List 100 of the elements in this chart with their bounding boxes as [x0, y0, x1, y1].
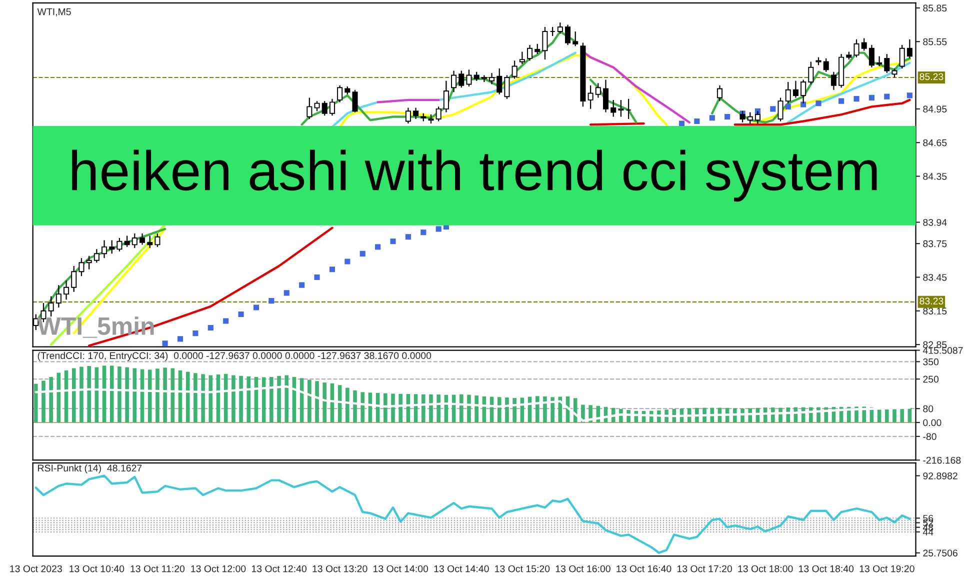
- x-tick-label: 13 Oct 17:20: [677, 565, 732, 572]
- candlestick: [557, 22, 563, 34]
- x-tick-label: 13 Oct 18:00: [738, 565, 793, 572]
- y-tick-label: 85.85: [923, 4, 947, 12]
- candlestick: [876, 56, 882, 67]
- y-tick-label: 84.95: [923, 106, 947, 113]
- point: [724, 114, 730, 120]
- candlestick: [716, 84, 722, 102]
- point: [177, 336, 184, 342]
- text: heiken ashi with trend cci system: [72, 150, 877, 202]
- candlestick: [78, 258, 84, 277]
- x-tick-label: 13 Oct 14:40: [434, 565, 489, 572]
- candlestick: [86, 255, 92, 270]
- candlestick: [823, 58, 829, 72]
- bar: [34, 384, 38, 423]
- candlestick: [139, 232, 146, 246]
- x-tick-label: 13 Oct 2023: [10, 565, 62, 572]
- chart-title: (TrendCCI: 170, EntryCCI: 34) 0.0000 -127.9637 0.0000 0.0000 -127.9637 38.1670 0.0000: [38, 352, 432, 361]
- bar: [384, 393, 388, 423]
- y-tick-label: 415.5087: [922, 347, 963, 354]
- bar: [497, 397, 502, 423]
- x-tick-label: 13 Oct 18:40: [799, 565, 854, 572]
- candlestick: [306, 97, 312, 120]
- point: [223, 318, 229, 324]
- bar: [277, 376, 281, 423]
- point: [884, 94, 890, 100]
- point: [420, 230, 426, 236]
- candlestick: [792, 80, 798, 98]
- ref-line-label: 83.23: [920, 298, 944, 305]
- y-tick-label: -80: [923, 433, 936, 440]
- point: [268, 298, 274, 304]
- point: [816, 100, 822, 106]
- bar: [391, 394, 395, 423]
- x-tick-label: 13 Oct 14:00: [374, 565, 428, 572]
- point: [208, 324, 214, 331]
- bar: [270, 376, 274, 423]
- candlestick: [48, 296, 54, 318]
- candlestick: [602, 79, 609, 113]
- candlestick: [519, 51, 525, 65]
- bar: [80, 366, 84, 423]
- x-tick-label: 13 Oct 16:40: [616, 565, 672, 572]
- point: [838, 98, 844, 104]
- bar: [246, 376, 251, 423]
- bar: [308, 380, 312, 423]
- point: [299, 282, 305, 288]
- candlestick: [778, 97, 784, 122]
- bar: [194, 373, 198, 423]
- point: [800, 102, 806, 108]
- candlestick: [854, 38, 860, 58]
- candlestick: [610, 99, 616, 118]
- bar: [550, 397, 554, 423]
- bar: [900, 408, 904, 423]
- bar: [239, 376, 243, 423]
- candlestick: [785, 81, 791, 104]
- bar: [543, 396, 547, 423]
- point: [284, 290, 290, 296]
- bar: [474, 396, 478, 423]
- candlestick: [64, 280, 70, 300]
- point: [854, 96, 860, 102]
- candlestick: [808, 61, 814, 85]
- point: [162, 340, 168, 346]
- candlestick: [132, 232, 138, 249]
- x-tick-label: 13 Oct 12:00: [191, 565, 246, 572]
- candlestick: [102, 240, 108, 259]
- candlestick: [512, 60, 518, 80]
- y-tick-label: -216.168: [923, 456, 961, 464]
- candlestick: [458, 70, 464, 88]
- point: [192, 330, 198, 336]
- bar: [110, 366, 114, 423]
- chart-subtitle: WTI,M5: [37, 8, 71, 16]
- bar: [163, 368, 167, 423]
- x-tick-label: 13 Oct 10:40: [70, 565, 124, 572]
- candlestick: [588, 84, 594, 110]
- point: [770, 106, 776, 112]
- bar: [201, 374, 205, 423]
- point: [375, 244, 381, 250]
- candlestick: [527, 44, 533, 62]
- candlestick: [572, 30, 578, 47]
- bar: [892, 408, 896, 423]
- y-tick-label: 83.15: [923, 308, 947, 315]
- point: [785, 104, 791, 110]
- candlestick: [618, 99, 624, 118]
- x-tick-label: 13 Oct 16:00: [556, 565, 610, 572]
- candlestick: [542, 26, 548, 60]
- bar: [360, 392, 365, 423]
- point: [314, 274, 320, 280]
- candlestick: [116, 237, 122, 252]
- candlestick: [884, 53, 890, 74]
- y-tick-label: 85.55: [923, 38, 947, 46]
- x-tick-label: 13 Oct 13:20: [312, 565, 368, 572]
- point: [344, 258, 350, 264]
- candlestick: [329, 98, 335, 116]
- point: [868, 94, 874, 100]
- candlestick: [899, 44, 905, 70]
- y-tick-label: 83.94: [923, 218, 947, 226]
- candlestick: [906, 38, 912, 59]
- y-tick-label: 350: [923, 358, 939, 366]
- bar: [72, 368, 76, 423]
- bar: [148, 370, 152, 423]
- y-tick-label: 92.8982: [923, 472, 958, 480]
